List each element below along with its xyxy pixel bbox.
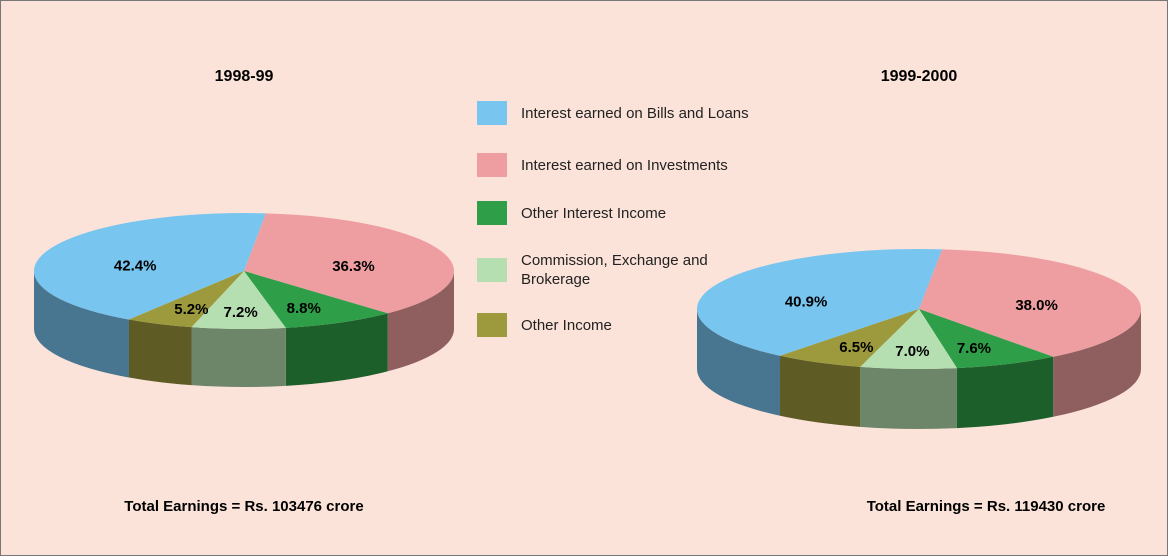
slice	[696, 249, 943, 356]
slice	[919, 309, 1054, 369]
slice-side	[285, 313, 388, 386]
legend-label: Commission, Exchange and Brokerage	[521, 252, 708, 288]
legend-swatch	[477, 258, 507, 282]
slice-side	[191, 327, 286, 387]
legend-label: Interest earned on Investments	[521, 156, 728, 174]
slice-side	[780, 355, 861, 427]
chart-title: 1998-99	[215, 68, 274, 85]
legend-label: Other Income	[521, 316, 612, 334]
slice	[919, 249, 1141, 357]
legend-swatch	[477, 153, 507, 177]
legend-swatch	[477, 313, 507, 337]
slice	[780, 309, 919, 367]
data-label: 7.6%	[957, 340, 991, 357]
data-label: 36.3%	[332, 258, 375, 275]
slice-side	[956, 356, 1054, 429]
slice	[191, 271, 286, 329]
legend-swatch	[477, 201, 507, 225]
legend-item: Other Income	[477, 313, 811, 337]
data-label: 5.2%	[174, 301, 208, 318]
slice	[244, 213, 454, 314]
legend-swatch	[477, 101, 507, 125]
legend-item: Commission, Exchange and Brokerage	[477, 251, 761, 289]
data-label: 40.9%	[785, 293, 828, 310]
slice-side	[697, 309, 781, 416]
slice	[34, 213, 266, 320]
legend-item: Interest earned on Bills and Loans	[477, 101, 811, 125]
slice	[128, 271, 244, 328]
chart-title: 1999-2000	[881, 68, 958, 85]
data-label: 8.8%	[287, 300, 321, 317]
slice-side	[34, 271, 129, 378]
legend-label: Interest earned on Bills and Loans	[521, 104, 749, 122]
slice-side	[860, 366, 957, 430]
data-label: 7.2%	[224, 304, 258, 321]
slice-side	[1053, 309, 1141, 417]
footnote: Total Earnings = Rs. 119430 crore	[867, 498, 1106, 515]
data-label: 38.0%	[1015, 297, 1058, 314]
slice	[860, 309, 957, 369]
slice-side	[387, 271, 454, 372]
legend-item: Interest earned on Investments	[477, 153, 811, 177]
slice-side	[128, 319, 192, 386]
legend-item: Other Interest Income	[477, 201, 811, 225]
data-label: 6.5%	[839, 339, 873, 356]
data-label: 42.4%	[114, 257, 157, 274]
footnote: Total Earnings = Rs. 103476 crore	[124, 498, 363, 515]
legend-label: Other Interest Income	[521, 204, 667, 222]
data-label: 7.0%	[895, 343, 929, 360]
slice	[244, 271, 388, 328]
